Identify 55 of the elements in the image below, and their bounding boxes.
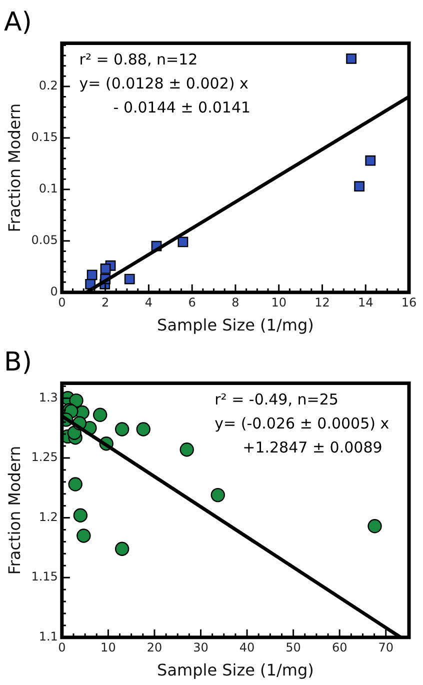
chart-title: B) <box>4 347 32 378</box>
y-tick-label: 0.05 <box>31 233 58 248</box>
annotation: r² = -0.49, n=25 <box>214 390 338 409</box>
x-tick-label: 10 <box>271 296 286 310</box>
point <box>114 422 130 436</box>
x-tick-label: 16 <box>401 296 417 310</box>
point <box>210 488 225 502</box>
point <box>365 155 376 166</box>
y-axis-title: Fraction Modern <box>4 446 24 575</box>
x-tick-label: 12 <box>314 296 330 310</box>
point <box>180 442 194 457</box>
x-tick-label: 6 <box>188 296 196 310</box>
point <box>346 53 356 64</box>
x-tick-label: 10 <box>100 640 116 655</box>
x-tick-label: 4 <box>144 296 153 310</box>
y-tick-label: 0 <box>50 284 58 299</box>
x-tick-label: 50 <box>286 640 301 655</box>
point <box>73 508 88 522</box>
point <box>124 274 135 284</box>
annotation: +1.2847 ± 0.0089 <box>242 438 382 457</box>
point <box>136 422 150 436</box>
x-tick-label: 8 <box>232 296 240 310</box>
y-tick-label: 1.2 <box>38 510 58 524</box>
chart-title: A) <box>4 7 32 38</box>
point <box>76 528 91 543</box>
point <box>93 408 108 422</box>
x-tick-label: 60 <box>332 640 348 655</box>
annotation: y= (-0.026 ± 0.0005) x <box>214 414 390 433</box>
point <box>86 270 98 280</box>
point <box>354 181 365 192</box>
y-tick-label: 1.15 <box>31 570 58 584</box>
annotation: r² = 0.88, n=12 <box>79 50 198 69</box>
point <box>178 236 188 248</box>
y-tick-label: 1.25 <box>31 450 58 464</box>
point <box>100 264 111 274</box>
point <box>368 519 382 534</box>
y-tick-label: 0.1 <box>38 182 58 196</box>
y-axis-title: Fraction Modern <box>4 103 24 232</box>
x-axis-title: Sample Size (1/mg) <box>157 316 314 335</box>
x-tick-label: 20 <box>146 640 162 655</box>
point <box>69 393 84 408</box>
annotation: - 0.0144 ± 0.0141 <box>113 98 251 117</box>
y-tick-label: 1.3 <box>38 390 58 404</box>
x-tick-label: 70 <box>378 640 394 655</box>
x-tick-label: 40 <box>239 640 255 655</box>
x-axis-title: Sample Size (1/mg) <box>157 660 314 680</box>
y-tick-label: 0.15 <box>31 130 58 144</box>
y-tick-label: 1.1 <box>38 630 58 644</box>
x-tick-label: 2 <box>101 296 110 310</box>
y-tick-label: 0.2 <box>38 78 58 93</box>
x-tick-label: 30 <box>193 640 208 655</box>
x-tick-label: 14 <box>358 296 374 310</box>
point <box>114 542 130 556</box>
point <box>68 477 82 492</box>
annotation: y= (0.0128 ± 0.002) x <box>79 74 248 93</box>
